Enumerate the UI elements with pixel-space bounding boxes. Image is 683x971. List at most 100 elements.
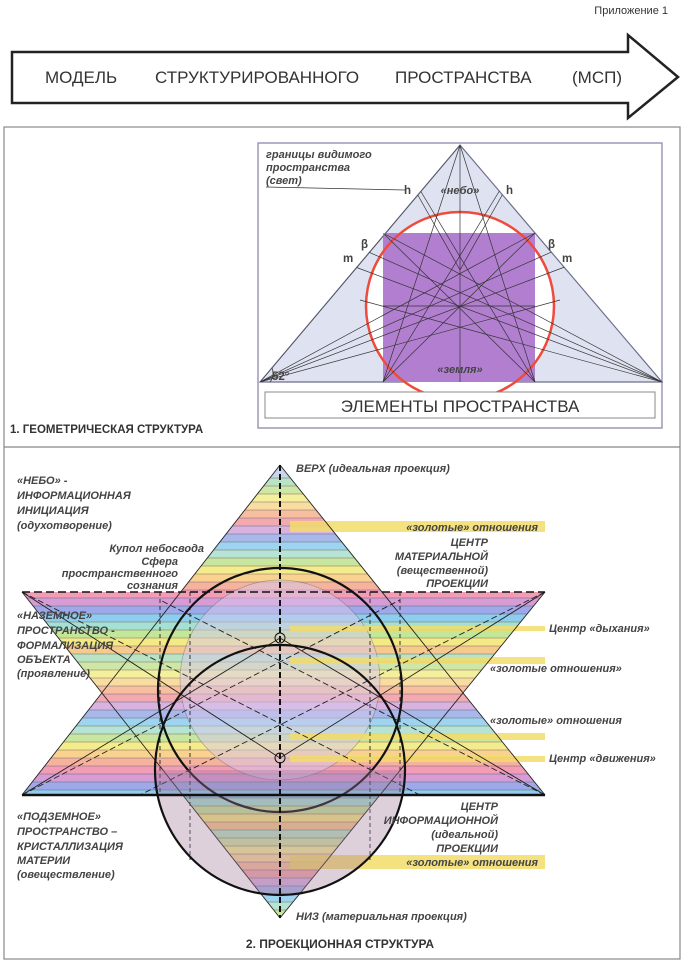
info-center-label: ЦЕНТР ИНФОРМАЦИОННОЙ (идеальной) ПРОЕКЦИ… bbox=[384, 801, 499, 855]
angle-arc bbox=[269, 367, 274, 383]
construction-line bbox=[260, 232, 536, 382]
color-band bbox=[22, 566, 545, 574]
sky-label: «небо» bbox=[441, 185, 480, 197]
color-band bbox=[22, 806, 545, 814]
color-band bbox=[22, 494, 545, 502]
under-line: «ПОДЗЕМНОЕ» bbox=[17, 811, 101, 823]
breath-center-mark bbox=[274, 632, 286, 644]
top-label: ВЕРХ (идеальная проекция) bbox=[296, 463, 450, 475]
color-band bbox=[22, 886, 545, 894]
title-banner-arrow: МОДЕЛЬ СТРУКТУРИРОВАННОГО ПРОСТРАНСТВА (… bbox=[10, 32, 680, 121]
angle-label: 52° bbox=[272, 371, 290, 383]
sky-line: (одухотворение) bbox=[17, 520, 112, 532]
golden-ratio-bar bbox=[290, 756, 545, 762]
color-band bbox=[22, 518, 545, 526]
color-band bbox=[22, 782, 545, 790]
color-band bbox=[22, 502, 545, 510]
construction-line bbox=[459, 145, 536, 382]
under-line: (овеществление) bbox=[17, 869, 115, 881]
construction-line bbox=[260, 249, 557, 382]
sphere-label: пространственного bbox=[62, 568, 179, 580]
golden-ratio-label: «золотые отношения» bbox=[490, 663, 622, 675]
outer-frame bbox=[3, 126, 681, 960]
banner-word: ПРОСТРАНСТВА bbox=[395, 68, 532, 87]
construction-line bbox=[414, 189, 461, 271]
color-band bbox=[22, 830, 545, 838]
color-band bbox=[22, 814, 545, 822]
h-label: h bbox=[506, 185, 513, 197]
color-band bbox=[22, 526, 545, 534]
golden-ratio-bar bbox=[290, 626, 545, 631]
color-band bbox=[22, 574, 545, 582]
under-line: МАТЕРИИ bbox=[17, 855, 71, 867]
motion-center-label: Центр «движения» bbox=[549, 753, 656, 765]
banner-word: (МСП) bbox=[572, 68, 622, 87]
color-band bbox=[22, 542, 545, 550]
geometric-structure-diagram: границы видимого пространства (свет) h h… bbox=[257, 142, 664, 429]
construction-line bbox=[21, 599, 401, 796]
underground-bowl bbox=[155, 770, 405, 895]
beta-label: β bbox=[548, 239, 555, 251]
construction-line bbox=[419, 189, 536, 382]
golden-ratio-bar bbox=[290, 855, 545, 869]
color-band bbox=[22, 534, 545, 542]
material-center-line: ЦЕНТР bbox=[451, 537, 489, 549]
construction-line bbox=[459, 189, 506, 271]
color-band bbox=[22, 822, 545, 830]
construction-line bbox=[21, 591, 281, 759]
color-band bbox=[22, 798, 545, 806]
projection-structure-diagram: ВЕРХ (идеальная проекция) НИЗ (материаль… bbox=[17, 463, 656, 923]
ground-line: ПРОСТРАНСТВО - bbox=[17, 625, 115, 637]
bottom-label: НИЗ (материальная проекция) bbox=[296, 911, 467, 923]
section1-title: 1. ГЕОМЕТРИЧЕСКАЯ СТРУКТУРА bbox=[10, 424, 203, 436]
ground-line: ФОРМАЛИЗАЦИЯ bbox=[17, 640, 114, 652]
section2-title: 2. ПРОЕКЦИОННАЯ СТРУКТУРА bbox=[246, 937, 435, 951]
ground-line: ОБЪЕКТА bbox=[17, 654, 71, 666]
construction-line bbox=[382, 189, 501, 382]
boundary-label: границы видимого bbox=[266, 149, 372, 161]
construction-line bbox=[363, 249, 662, 382]
boundary-label: пространства bbox=[266, 162, 350, 174]
construction-line bbox=[21, 591, 421, 796]
color-band bbox=[22, 486, 545, 494]
under-block: «ПОДЗЕМНОЕ» ПРОСТРАНСТВО – КРИСТАЛЛИЗАЦИ… bbox=[17, 811, 124, 881]
construction-line bbox=[382, 232, 662, 382]
color-band bbox=[22, 478, 545, 486]
ground-line: «НАЗЕМНОЕ» bbox=[17, 610, 92, 622]
sphere-label: Сфера bbox=[141, 556, 178, 568]
under-line: ПРОСТРАНСТВО – bbox=[17, 826, 117, 838]
m-label: m bbox=[562, 253, 572, 265]
earth-label: «земля» bbox=[437, 364, 482, 376]
golden-ratio-label: «золотые» отношения bbox=[490, 715, 622, 727]
material-center-line: (вещественной) bbox=[397, 565, 489, 577]
construction-line bbox=[21, 637, 281, 796]
sky-line: «НЕБО» - bbox=[17, 475, 68, 487]
elements-box bbox=[264, 391, 656, 419]
construction-line bbox=[139, 591, 546, 796]
sky-line: ИНИЦИАЦИЯ bbox=[17, 505, 90, 517]
elements-box-label: ЭЛЕМЕНТЫ ПРОСТРАНСТВА bbox=[341, 397, 580, 416]
construction-line bbox=[21, 591, 281, 919]
sky-block: «НЕБО» - ИНФОРМАЦИОННАЯ ИНИЦИАЦИЯ (одухо… bbox=[17, 475, 132, 532]
beta-label: β bbox=[361, 239, 368, 251]
construction-line bbox=[382, 232, 536, 382]
motion-center-mark bbox=[274, 752, 286, 764]
material-center-line: ПРОЕКЦИИ bbox=[426, 578, 489, 590]
breath-center-label: Центр «дыхания» bbox=[549, 623, 650, 635]
color-band bbox=[22, 870, 545, 878]
ground-line: (проявление) bbox=[17, 668, 90, 680]
info-center-line: ПРОЕКЦИИ bbox=[436, 843, 499, 855]
appendix-label: Приложение 1 bbox=[594, 5, 668, 17]
dome-label: Купол небосвода bbox=[109, 543, 204, 555]
color-band bbox=[22, 550, 545, 558]
construction-line bbox=[279, 591, 546, 759]
info-center-line: ЦЕНТР bbox=[461, 801, 499, 813]
boundary-label: (свет) bbox=[266, 175, 302, 187]
material-center-line: МАТЕРИАЛЬНОЙ bbox=[395, 550, 489, 563]
color-band bbox=[22, 838, 545, 846]
color-band bbox=[22, 846, 545, 854]
color-band bbox=[22, 862, 545, 870]
construction-line bbox=[279, 591, 546, 919]
golden-ratio-bar bbox=[290, 657, 545, 664]
